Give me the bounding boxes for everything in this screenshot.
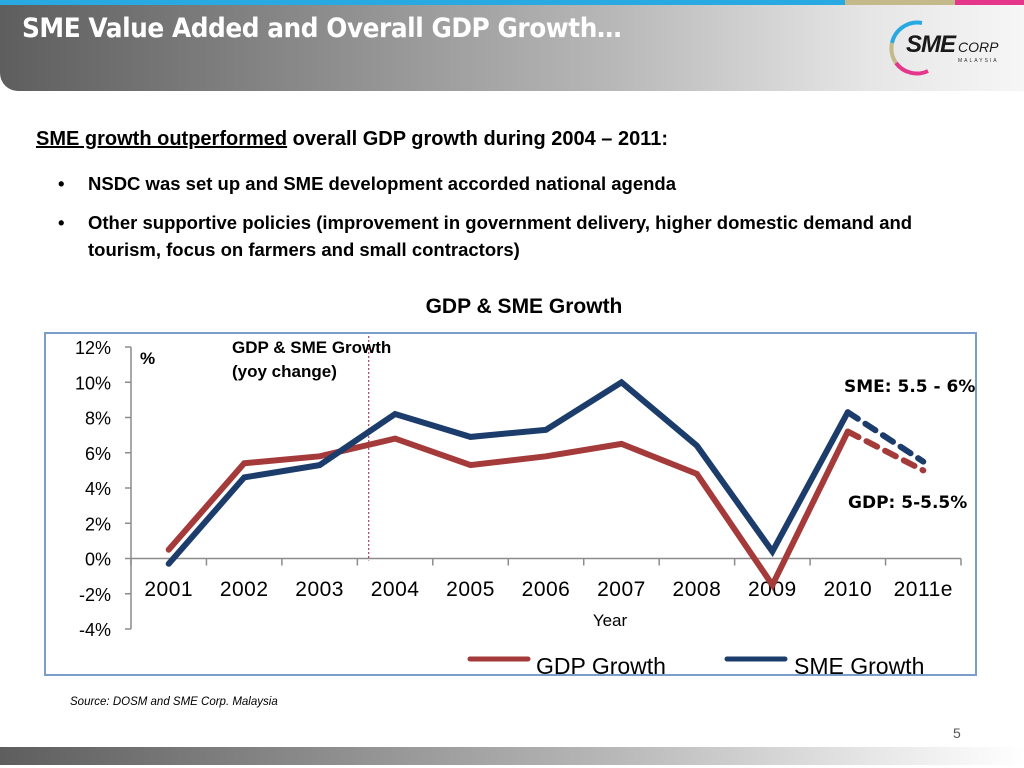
sme-growth-point <box>847 411 849 413</box>
sme-forecast-annotation: SME: 5.5 - 6% <box>844 377 975 397</box>
slide-title: SME Value Added and Overall GDP Growth… <box>22 13 622 44</box>
headline-rest: overall GDP growth during 2004 – 2011: <box>287 128 668 150</box>
bullet-marker: • <box>58 212 65 233</box>
series-lines <box>165 378 927 591</box>
legend-label-gdp-growth: GDP Growth <box>536 653 666 679</box>
inner-chart-subtitle: (yoy change) <box>232 362 337 381</box>
sme-growth-point <box>620 381 622 383</box>
bullet-item: • NSDC was set up and SME development ac… <box>58 170 978 197</box>
sme-growth-point <box>243 476 245 478</box>
headline-underlined: SME growth outperformed <box>36 128 288 150</box>
chart-axes: 12% 10% 8% 6% 4% 2% 0% -2% -4% 2001 2002 2003 2004 20… <box>75 338 962 640</box>
gdp-growth-point <box>620 443 622 445</box>
accent-tan <box>845 0 955 5</box>
gdp-growth-point <box>847 431 849 433</box>
chart-title: GDP & SME Growth <box>425 295 623 318</box>
x-tick-label: 2003 <box>295 578 344 601</box>
y-tick-label: 2% <box>85 514 111 534</box>
y-tick-label: 8% <box>85 409 111 429</box>
bullet-text: Other supportive policies (improvement i… <box>88 212 913 260</box>
footer-bar <box>0 747 1024 765</box>
chart-legend: GDP Growth SME Growth <box>467 653 924 679</box>
gdp-growth-point <box>470 464 472 466</box>
inner-chart-title: GDP & SME Growth <box>232 338 391 357</box>
accent-blue <box>0 0 845 5</box>
smecorp-logo: SME CORP MALAYSIA <box>882 17 1012 77</box>
y-tick-label: 0% <box>85 550 111 570</box>
unit-label: % <box>140 349 155 368</box>
gdp-growth-point <box>545 455 547 457</box>
gdp-growth-point <box>168 549 170 551</box>
y-tick-label: 4% <box>85 479 111 499</box>
sme-growth-point <box>470 436 472 438</box>
x-tick-label: 2010 <box>823 578 872 601</box>
bullet-list: • NSDC was set up and SME development ac… <box>58 170 978 275</box>
source-note: Source: DOSM and SME Corp. Malaysia <box>70 696 278 708</box>
sme-growth-point <box>394 413 396 415</box>
y-tick-label: 10% <box>75 373 111 393</box>
y-tick-label: 6% <box>85 444 111 464</box>
sme-growth-point <box>922 461 924 463</box>
x-tick-label: 2005 <box>446 578 495 601</box>
page-number: 5 <box>953 725 961 741</box>
gdp-growth-forecast-line <box>844 428 927 474</box>
slide-header: SME Value Added and Overall GDP Growth… … <box>0 5 1024 91</box>
gdp-growth-point <box>771 584 773 586</box>
gdp-growth-line <box>165 428 851 591</box>
sme-growth-forecast-line <box>844 409 927 465</box>
x-tick-label: 2004 <box>371 578 420 601</box>
gdp-growth-point <box>922 469 924 471</box>
bullet-text: NSDC was set up and SME development acco… <box>88 173 677 194</box>
x-tick-label: 2011e <box>894 578 953 601</box>
x-tick-label: 2006 <box>522 578 571 601</box>
logo-country-text: MALAYSIA <box>958 58 999 64</box>
logo-swirl-icon <box>889 20 929 76</box>
y-tick-label: -4% <box>79 620 111 640</box>
x-tick-label: 2007 <box>597 578 646 601</box>
sme-growth-point <box>545 429 547 431</box>
headline: SME growth outperformed overall GDP grow… <box>36 128 668 151</box>
sme-growth-point <box>696 445 698 447</box>
bullet-item: • Other supportive policies (improvement… <box>58 209 978 263</box>
x-tick-label: 2008 <box>673 578 722 601</box>
gdp-growth-point <box>394 438 396 440</box>
sme-growth-point <box>168 563 170 565</box>
logo-corp-text: CORP <box>958 39 999 55</box>
top-accent-bar <box>0 0 1024 5</box>
legend-label-sme-growth: SME Growth <box>794 653 924 679</box>
x-tick-label: 2001 <box>144 578 193 601</box>
gdp-growth-point <box>696 473 698 475</box>
gdp-forecast-annotation: GDP: 5-5.5% <box>848 493 967 513</box>
y-tick-label: -2% <box>79 585 111 605</box>
gdp-growth-point <box>319 455 321 457</box>
accent-pink <box>955 0 1024 5</box>
x-tick-label: 2002 <box>220 578 269 601</box>
bullet-marker: • <box>58 173 65 194</box>
x-axis-label: Year <box>593 611 628 630</box>
y-tick-label: 12% <box>75 338 111 358</box>
sme-growth-line <box>165 378 851 567</box>
logo-sme-text: SME <box>906 31 956 58</box>
chart-frame <box>44 332 977 676</box>
sme-growth-point <box>771 550 773 552</box>
gdp-growth-point <box>243 462 245 464</box>
sme-growth-point <box>319 464 321 466</box>
